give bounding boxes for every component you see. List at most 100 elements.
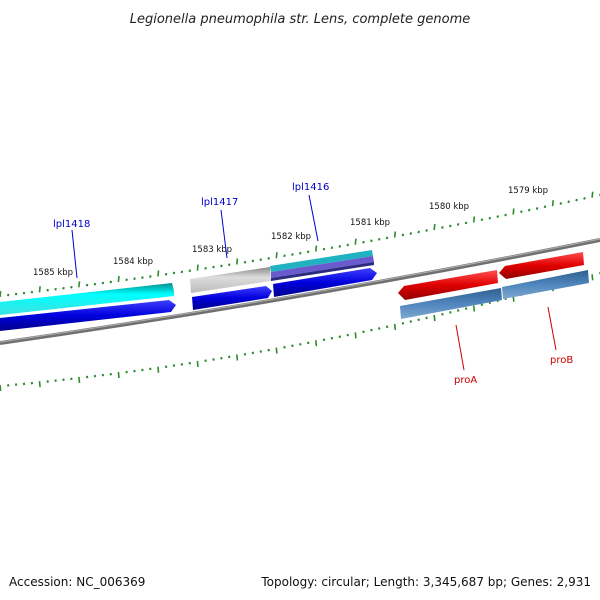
inner-ring-minor-tick — [425, 316, 428, 320]
inner-ring-minor-tick — [441, 312, 444, 316]
inner-ring-major-tick — [196, 360, 199, 367]
feature-lpl1416-purple[interactable] — [271, 256, 374, 278]
inner-ring-minor-tick — [449, 311, 452, 314]
outer-ring-major-tick — [236, 258, 239, 265]
tick-label-1582: 1582 kbp — [271, 232, 311, 242]
inner-ring-minor-tick — [464, 307, 468, 310]
inner-ring-minor-tick — [93, 374, 97, 378]
inner-ring-minor-tick — [243, 352, 247, 356]
outer-ring-minor-tick — [267, 257, 270, 260]
inner-ring-minor-tick — [480, 303, 484, 307]
outer-ring-major-tick — [196, 264, 199, 271]
outer-ring-minor-tick — [6, 293, 10, 297]
outer-ring-minor-tick — [149, 275, 152, 278]
inner-ring-major-tick — [315, 340, 318, 347]
tick-label-1579: 1579 kbp — [508, 186, 548, 196]
outer-ring-minor-tick — [464, 221, 468, 225]
inner-ring-minor-tick — [299, 343, 302, 346]
inner-ring-minor-tick — [417, 318, 420, 322]
feature-lpl1417-cds[interactable] — [192, 286, 272, 310]
outer-ring-major-tick — [78, 281, 81, 288]
outer-ring-minor-tick — [504, 213, 507, 217]
inner-ring-minor-tick — [22, 382, 26, 386]
inner-ring-minor-tick — [164, 365, 168, 369]
inner-ring-minor-tick — [188, 361, 192, 365]
inner-ring-minor-tick — [85, 375, 89, 379]
inner-ring-minor-tick — [133, 369, 136, 373]
inner-ring-minor-tick — [456, 309, 460, 312]
outer-ring-minor-tick — [109, 280, 113, 284]
inner-ring-minor-tick — [14, 383, 18, 386]
feature-lpl1416-navy[interactable] — [271, 262, 374, 281]
outer-ring-minor-tick — [141, 276, 144, 279]
outer-ring-minor-tick — [164, 272, 168, 276]
feature-lpl1418-cyan[interactable] — [0, 283, 174, 315]
inner-ring-minor-tick — [338, 335, 342, 339]
tick-label-1585: 1585 kbp — [33, 268, 73, 278]
inner-ring-minor-tick — [204, 359, 207, 363]
outer-ring-minor-tick — [299, 251, 302, 255]
inner-ring-minor-tick — [370, 328, 373, 332]
feature-proA-cds[interactable] — [398, 270, 498, 300]
feature-proA-steel[interactable] — [400, 288, 502, 319]
feature-lpl1417-gray[interactable] — [190, 267, 271, 293]
inner-ring-minor-tick — [227, 355, 231, 359]
feature-lpl1418-cds[interactable] — [0, 300, 176, 331]
gene-label-lpl1416[interactable]: lpl1416 — [292, 182, 329, 193]
inner-ring-minor-tick — [180, 363, 184, 366]
outer-ring-minor-tick — [385, 236, 389, 240]
outer-ring-minor-tick — [54, 287, 57, 291]
gene-label-lpl1417[interactable]: lpl1417 — [201, 197, 238, 208]
outer-ring-major-tick — [354, 238, 357, 245]
inner-ring-minor-tick — [330, 336, 334, 340]
inner-ring-major-tick — [354, 332, 357, 339]
outer-ring-minor-tick — [204, 266, 207, 270]
inner-ring-minor-tick — [377, 327, 381, 330]
inner-ring-minor-tick — [101, 373, 105, 377]
feature-proB-cds[interactable] — [499, 252, 584, 279]
feature-proB-steel[interactable] — [502, 270, 589, 299]
gene-label-lpl1418[interactable]: lpl1418 — [53, 219, 90, 230]
inner-ring-major-tick — [433, 314, 436, 322]
outer-ring-minor-tick — [520, 210, 523, 214]
inner-ring-major-tick — [78, 376, 81, 383]
outer-ring-minor-tick — [251, 259, 255, 263]
inner-ring-minor-tick — [385, 325, 389, 329]
outer-ring-minor-tick — [172, 271, 176, 275]
inner-ring-major-tick — [0, 384, 2, 392]
outer-ring-minor-tick — [362, 240, 365, 244]
inner-ring-minor-tick — [306, 341, 310, 345]
feature-lpl1416-cyan[interactable] — [270, 250, 373, 272]
inner-ring-major-tick — [117, 371, 120, 379]
gene-label-proB[interactable]: proB — [550, 355, 573, 366]
inner-ring-minor-tick — [362, 330, 365, 334]
inner-ring-minor-tick — [46, 380, 49, 383]
outer-ring-major-tick — [472, 216, 476, 223]
inner-ring-minor-tick — [54, 379, 57, 382]
outer-ring-minor-tick — [101, 281, 105, 285]
inner-ring-minor-tick — [409, 320, 413, 323]
outer-ring-minor-tick — [188, 269, 192, 273]
inner-ring-minor-tick — [149, 367, 152, 371]
outer-ring-minor-tick — [496, 215, 499, 218]
accession-text: Accession: NC_006369 — [9, 575, 145, 589]
outer-ring-minor-tick — [291, 253, 294, 256]
outer-ring-minor-tick — [377, 237, 381, 241]
outer-ring-minor-tick — [535, 207, 539, 210]
outer-ring-minor-tick — [583, 197, 586, 200]
outer-ring-minor-tick — [456, 223, 460, 226]
leader-lpl1416 — [308, 194, 319, 242]
outer-ring-minor-tick — [14, 292, 18, 296]
outer-ring-minor-tick — [370, 239, 373, 243]
inner-ring-major-tick — [38, 381, 41, 388]
gene-label-proA[interactable]: proA — [454, 375, 477, 386]
outer-ring-minor-tick — [346, 243, 349, 247]
tick-label-1583: 1583 kbp — [192, 245, 232, 255]
inner-ring-minor-tick — [220, 356, 223, 360]
inner-ring-minor-tick — [346, 333, 349, 337]
genome-backbone-highlight — [0, 238, 600, 343]
outer-ring-minor-tick — [46, 288, 49, 292]
inner-ring-minor-tick — [322, 338, 326, 342]
feature-lpl1416-cds[interactable] — [273, 268, 377, 297]
